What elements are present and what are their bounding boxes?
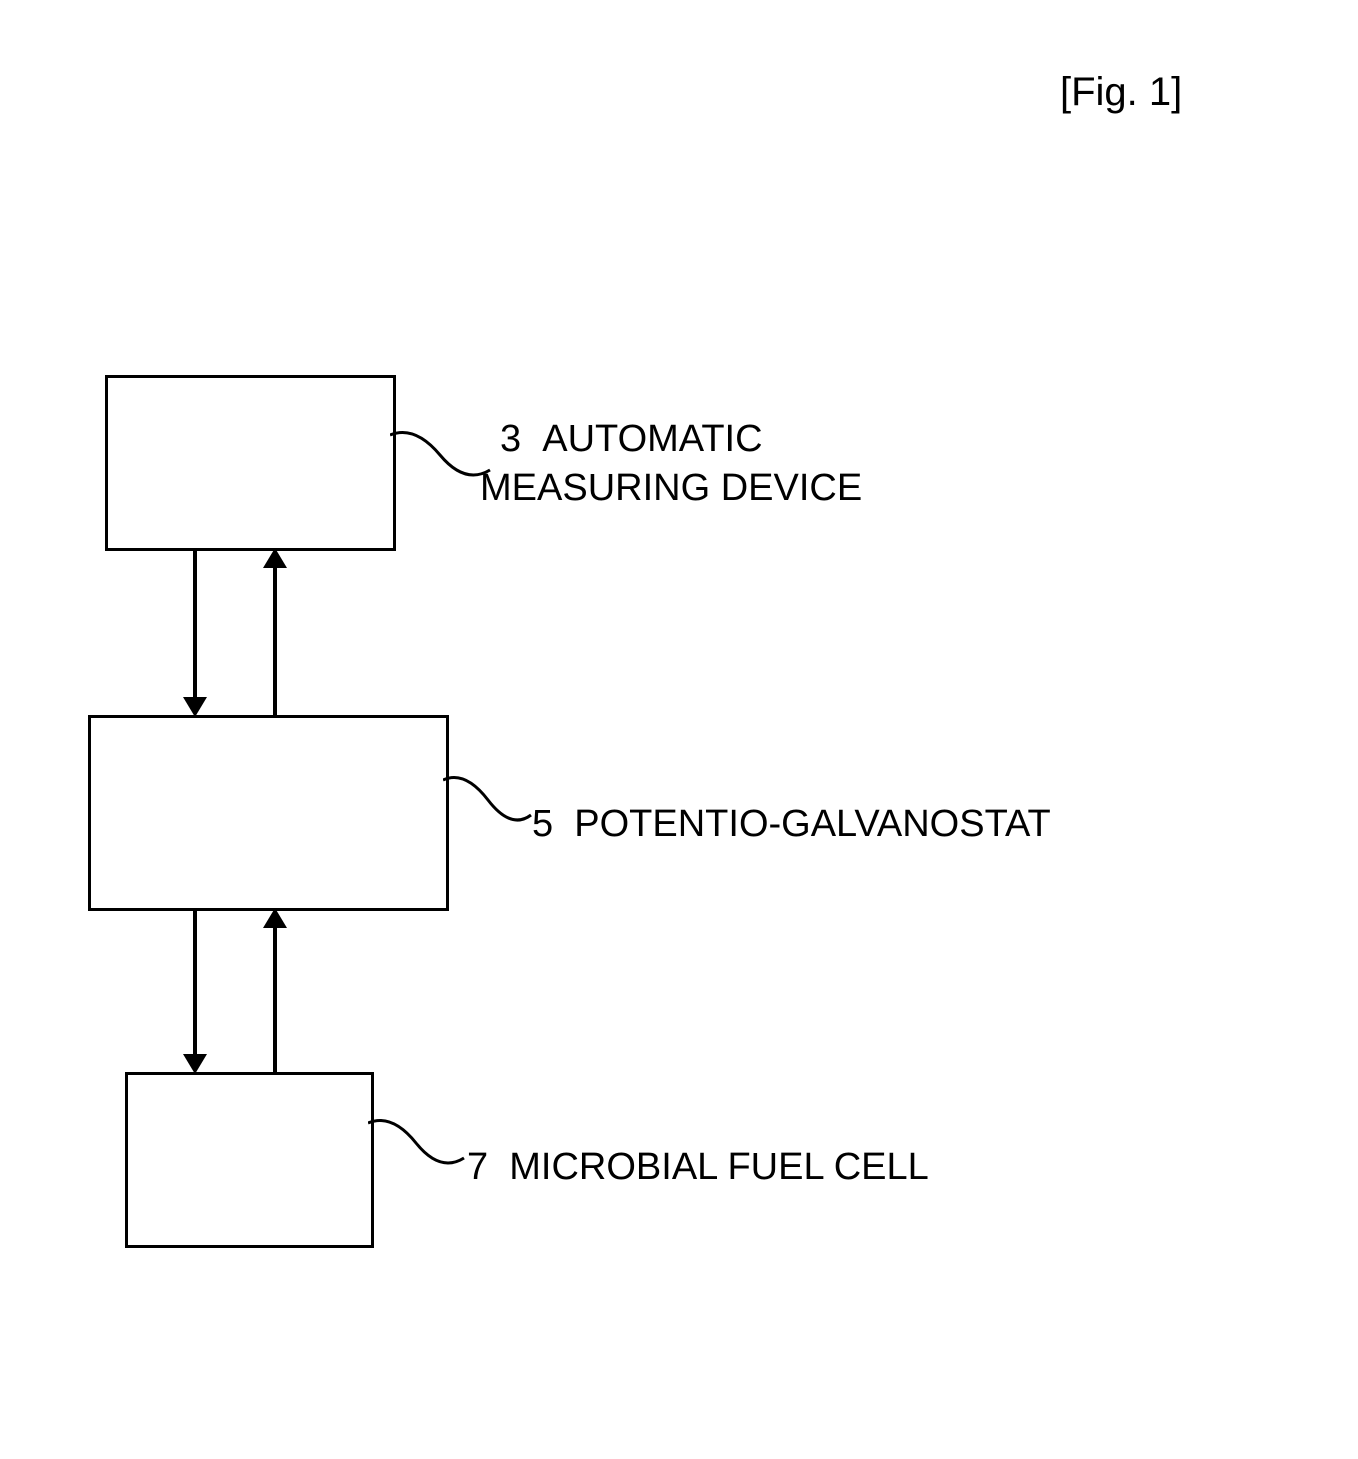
arrow-head-up-1 bbox=[263, 548, 287, 568]
label-microbial-fuel-cell: 7 MICROBIAL FUEL CELL bbox=[467, 1143, 929, 1192]
box-number-3: 7 bbox=[467, 1146, 488, 1188]
box-number-1: 3 bbox=[500, 418, 521, 460]
label-potentio-galvanostat: 5 POTENTIO-GALVANOSTAT bbox=[532, 800, 1051, 849]
wavy-callout-3 bbox=[368, 1118, 473, 1188]
arrow-down-1 bbox=[193, 548, 197, 703]
wavy-callout-2 bbox=[443, 775, 538, 845]
arrow-down-2 bbox=[193, 908, 197, 1060]
arrow-head-up-2 bbox=[263, 908, 287, 928]
box-number-2: 5 bbox=[532, 803, 553, 845]
box-microbial-fuel-cell bbox=[125, 1072, 374, 1248]
box-potentio-galvanostat bbox=[88, 715, 449, 911]
box-text-1a: AUTOMATIC bbox=[542, 418, 762, 460]
box-text-1b: MEASURING DEVICE bbox=[480, 467, 862, 509]
box-text-2: POTENTIO-GALVANOSTAT bbox=[574, 803, 1050, 845]
box-text-3: MICROBIAL FUEL CELL bbox=[509, 1146, 929, 1188]
arrow-up-1 bbox=[273, 562, 277, 717]
label-automatic-measuring-device: 3 AUTOMATIC MEASURING DEVICE bbox=[500, 415, 862, 514]
arrow-head-down-2 bbox=[183, 1054, 207, 1074]
box-automatic-measuring-device bbox=[105, 375, 396, 551]
figure-label: [Fig. 1] bbox=[1060, 70, 1182, 115]
arrow-head-down-1 bbox=[183, 697, 207, 717]
arrow-up-2 bbox=[273, 922, 277, 1074]
